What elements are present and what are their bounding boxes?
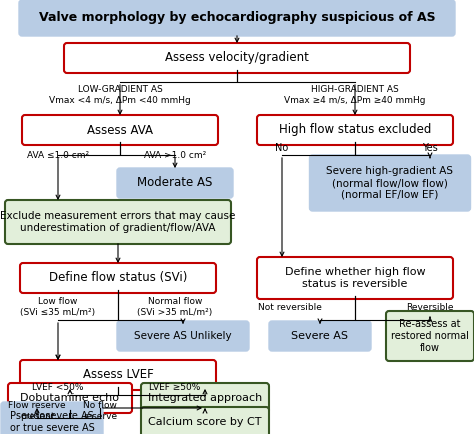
Text: Dobutamine echo: Dobutamine echo: [20, 393, 119, 403]
FancyBboxPatch shape: [386, 311, 474, 361]
Text: Assess velocity/gradient: Assess velocity/gradient: [165, 52, 309, 65]
Text: Calcium score by CT: Calcium score by CT: [148, 417, 262, 427]
Text: Not reversible: Not reversible: [258, 302, 322, 312]
FancyBboxPatch shape: [310, 155, 471, 211]
Text: Normal flow
(SVi >35 mL/m²): Normal flow (SVi >35 mL/m²): [137, 297, 213, 317]
FancyBboxPatch shape: [117, 168, 233, 198]
Text: Severe AS: Severe AS: [292, 331, 348, 341]
FancyBboxPatch shape: [257, 257, 453, 299]
Text: No flow
reserve: No flow reserve: [83, 401, 117, 421]
FancyBboxPatch shape: [141, 407, 269, 434]
Text: Severe high-gradient AS
(normal flow/low flow)
(normal EF/low EF): Severe high-gradient AS (normal flow/low…: [327, 166, 454, 200]
Text: Define flow status (SVi): Define flow status (SVi): [49, 272, 187, 285]
FancyBboxPatch shape: [5, 200, 231, 244]
Text: High flow status excluded: High flow status excluded: [279, 124, 431, 137]
Text: Reversible: Reversible: [406, 302, 454, 312]
Text: No: No: [275, 143, 289, 153]
Text: Yes: Yes: [422, 143, 438, 153]
FancyBboxPatch shape: [20, 263, 216, 293]
FancyBboxPatch shape: [141, 383, 269, 413]
Text: Define whether high flow
status is reversible: Define whether high flow status is rever…: [285, 267, 425, 289]
Text: Integrated approach: Integrated approach: [148, 393, 262, 403]
Text: AVA ≤1.0 cm²: AVA ≤1.0 cm²: [27, 151, 89, 160]
Text: Exclude measurement errors that may cause
underestimation of gradient/flow/AVA: Exclude measurement errors that may caus…: [0, 211, 236, 233]
FancyBboxPatch shape: [8, 383, 132, 413]
FancyBboxPatch shape: [20, 360, 216, 390]
FancyBboxPatch shape: [269, 321, 371, 351]
Text: LVEF ≥50%: LVEF ≥50%: [149, 384, 201, 392]
Text: Re-assess at
restored normal
flow: Re-assess at restored normal flow: [391, 319, 469, 352]
FancyBboxPatch shape: [1, 402, 103, 434]
FancyBboxPatch shape: [19, 0, 455, 36]
Text: HIGH-GRADIENT AS
Vmax ≥4 m/s, ΔPm ≥40 mmHg: HIGH-GRADIENT AS Vmax ≥4 m/s, ΔPm ≥40 mm…: [284, 85, 426, 105]
FancyBboxPatch shape: [64, 43, 410, 73]
FancyBboxPatch shape: [22, 115, 218, 145]
Text: Severe AS Unlikely: Severe AS Unlikely: [134, 331, 232, 341]
Text: AVA >1.0 cm²: AVA >1.0 cm²: [144, 151, 206, 160]
Text: Assess LVEF: Assess LVEF: [82, 368, 154, 381]
FancyBboxPatch shape: [257, 115, 453, 145]
Text: Flow reserve
present: Flow reserve present: [8, 401, 66, 421]
Text: Valve morphology by echocardiography suspicious of AS: Valve morphology by echocardiography sus…: [39, 11, 435, 24]
Text: Pseudosevere AS
or true severe AS: Pseudosevere AS or true severe AS: [9, 411, 94, 433]
Text: Assess AVA: Assess AVA: [87, 124, 153, 137]
FancyBboxPatch shape: [117, 321, 249, 351]
Text: LVEF <50%: LVEF <50%: [32, 384, 84, 392]
Text: LOW-GRADIENT AS
Vmax <4 m/s, ΔPm <40 mmHg: LOW-GRADIENT AS Vmax <4 m/s, ΔPm <40 mmH…: [49, 85, 191, 105]
Text: Low flow
(SVi ≤35 mL/m²): Low flow (SVi ≤35 mL/m²): [20, 297, 96, 317]
Text: Moderate AS: Moderate AS: [137, 177, 213, 190]
